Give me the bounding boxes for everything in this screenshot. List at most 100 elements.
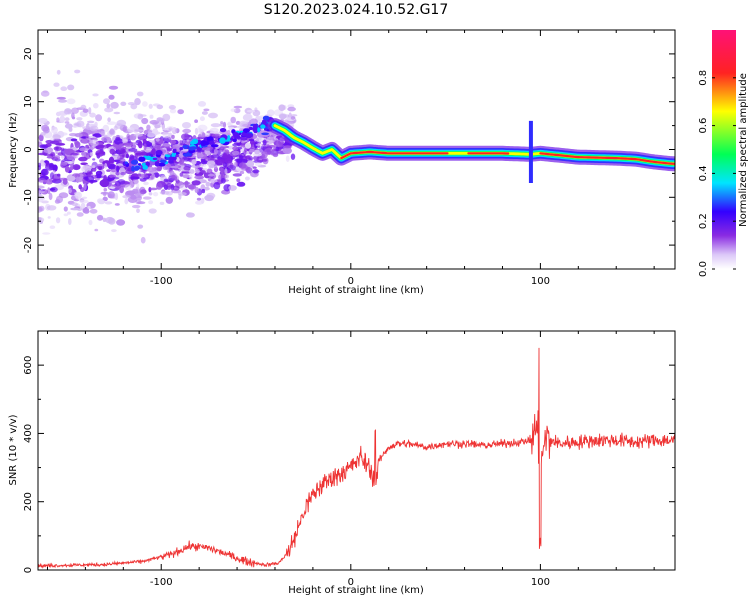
noise-blob bbox=[120, 101, 127, 107]
noise-blob bbox=[48, 162, 54, 168]
noise-blob bbox=[254, 149, 260, 155]
noise-blob bbox=[209, 127, 219, 133]
noise-blob bbox=[283, 145, 292, 149]
noise-blob bbox=[52, 134, 61, 140]
noise-blob bbox=[38, 117, 48, 124]
signal-blob bbox=[183, 153, 190, 157]
noise-blob bbox=[215, 158, 225, 166]
noise-blob bbox=[94, 228, 99, 232]
noise-blob bbox=[210, 123, 221, 128]
noise-blob bbox=[196, 153, 204, 158]
colorbar-gradient bbox=[712, 30, 736, 269]
noise-blob bbox=[63, 109, 73, 115]
noise-blob bbox=[157, 117, 165, 123]
signal-blob bbox=[142, 165, 148, 170]
noise-blob bbox=[92, 165, 96, 169]
noise-blob bbox=[226, 129, 231, 135]
noise-blob bbox=[236, 181, 246, 187]
noise-blob bbox=[248, 157, 252, 161]
noise-blob bbox=[204, 194, 214, 202]
noise-blob bbox=[254, 107, 258, 112]
noise-blob bbox=[171, 134, 175, 139]
noise-blob bbox=[278, 113, 287, 119]
colorbar-tick-label: 0.0 bbox=[698, 261, 709, 277]
noise-blob bbox=[234, 158, 243, 162]
noise-blob bbox=[102, 217, 107, 222]
noise-blob bbox=[244, 147, 248, 153]
spectrogram-heatmap bbox=[38, 69, 675, 244]
noise-blob bbox=[136, 91, 144, 97]
noise-blob bbox=[70, 207, 80, 211]
signal-blob bbox=[232, 138, 237, 142]
noise-blob bbox=[111, 229, 117, 233]
noise-blob bbox=[40, 162, 46, 167]
noise-blob bbox=[97, 144, 105, 148]
noise-blob bbox=[106, 121, 117, 125]
noise-blob bbox=[57, 152, 64, 156]
noise-blob bbox=[40, 90, 50, 97]
noise-blob bbox=[267, 109, 275, 117]
noise-blob bbox=[68, 218, 72, 225]
noise-blob bbox=[122, 195, 132, 199]
noise-blob bbox=[38, 134, 44, 142]
noise-blob bbox=[38, 206, 43, 213]
noise-blob bbox=[138, 174, 149, 178]
signal-blob bbox=[137, 163, 142, 166]
signal-blob bbox=[168, 160, 174, 164]
noise-blob bbox=[74, 133, 83, 138]
noise-blob bbox=[201, 111, 208, 115]
noise-blob bbox=[110, 179, 117, 184]
signal-blob bbox=[261, 132, 269, 136]
noise-blob bbox=[58, 132, 68, 136]
noise-blob bbox=[230, 108, 237, 112]
noise-blob bbox=[53, 146, 62, 152]
noise-blob bbox=[115, 170, 120, 176]
noise-blob bbox=[235, 140, 241, 143]
noise-blob bbox=[134, 98, 141, 106]
x-tick-label: 100 bbox=[531, 577, 550, 588]
signal-blob bbox=[219, 137, 226, 144]
y-tick-label: -20 bbox=[23, 237, 34, 253]
noise-blob bbox=[79, 199, 89, 204]
noise-blob bbox=[67, 211, 71, 215]
noise-blob bbox=[103, 134, 108, 137]
signal-blob bbox=[204, 141, 210, 146]
noise-blob bbox=[282, 147, 292, 154]
noise-blob bbox=[130, 176, 141, 180]
noise-blob bbox=[114, 192, 119, 201]
noise-blob bbox=[38, 199, 44, 203]
noise-blob bbox=[40, 132, 46, 136]
colorbar-tick-label: 0.8 bbox=[698, 70, 709, 86]
noise-blob bbox=[181, 171, 192, 174]
noise-blob bbox=[169, 139, 177, 145]
noise-blob bbox=[148, 103, 153, 109]
noise-blob bbox=[168, 105, 176, 110]
noise-blob bbox=[159, 201, 165, 205]
noise-blob bbox=[156, 182, 163, 190]
noise-blob bbox=[88, 107, 92, 115]
noise-blob bbox=[50, 137, 55, 141]
noise-blob bbox=[246, 109, 256, 113]
signal-blob bbox=[219, 128, 227, 133]
noise-blob bbox=[69, 166, 74, 171]
noise-blob bbox=[38, 162, 42, 168]
noise-blob bbox=[74, 69, 81, 74]
signal-blob bbox=[260, 124, 266, 129]
noise-blob bbox=[71, 159, 75, 164]
noise-blob bbox=[47, 187, 51, 195]
noise-blob bbox=[124, 184, 132, 191]
signal-blob bbox=[131, 159, 139, 165]
noise-blob bbox=[101, 160, 109, 165]
noise-blob bbox=[172, 185, 180, 191]
noise-blob bbox=[66, 155, 76, 160]
colorbar-ticks: 0.0 0.2 0.4 0.6 0.8 bbox=[698, 70, 736, 277]
noise-blob bbox=[38, 193, 43, 197]
noise-blob bbox=[103, 174, 107, 182]
noise-blob bbox=[87, 120, 95, 124]
noise-blob bbox=[71, 116, 76, 120]
noise-blob bbox=[110, 168, 117, 173]
noise-blob bbox=[245, 166, 253, 173]
noise-blob bbox=[148, 192, 153, 196]
